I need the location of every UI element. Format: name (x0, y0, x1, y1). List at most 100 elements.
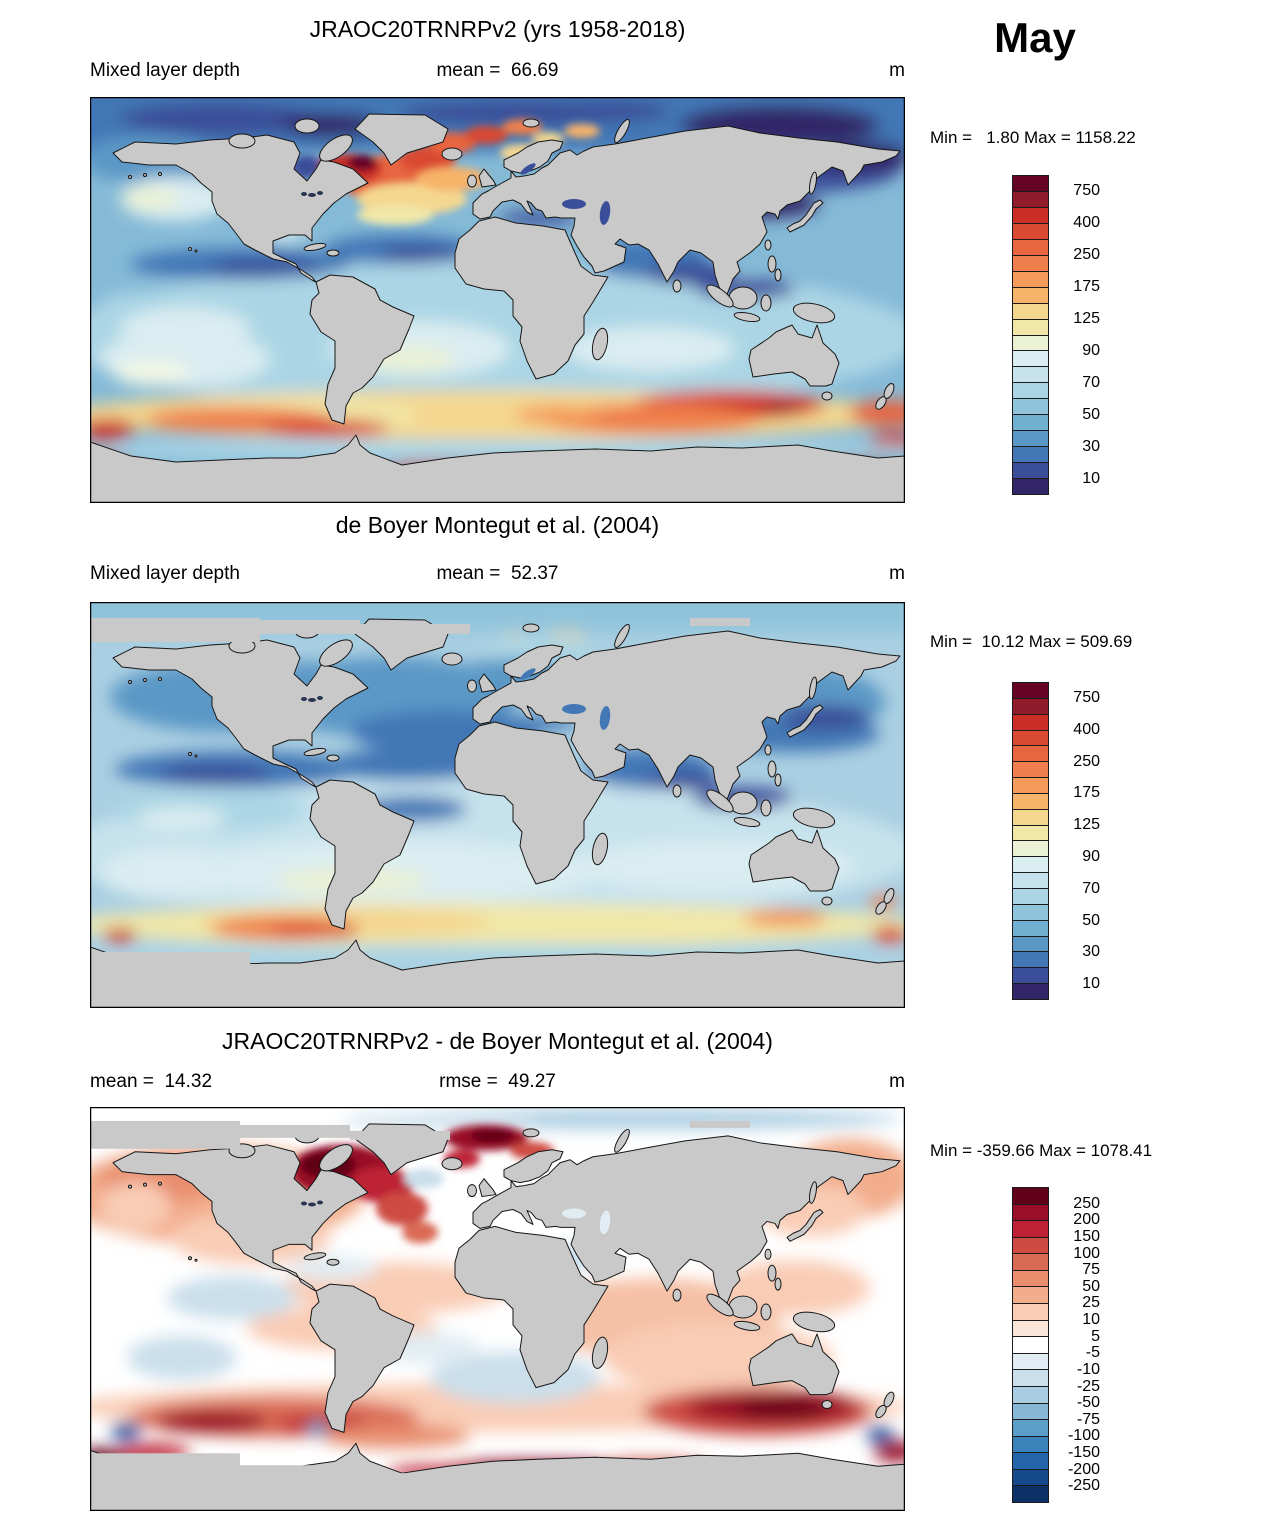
colorbar-tick: 70 (1082, 374, 1100, 391)
panel2-minmax: Min = 10.12 Max = 509.69 (930, 632, 1133, 651)
no-data-mask (90, 1120, 780, 1484)
colorbar-tick: 400 (1073, 720, 1100, 738)
colorbar-cell (1012, 270, 1049, 288)
colorbar-cell (1012, 777, 1049, 794)
colorbar-tick: 5 (1091, 1327, 1100, 1345)
colorbar-cell (1012, 414, 1049, 432)
panel1-title: JRAOC20TRNRPv2 (yrs 1958-2018) (309, 16, 686, 42)
colorbar-cell (1012, 350, 1049, 368)
colorbar-tick: 750 (1073, 688, 1100, 706)
panel1-map (89, 96, 906, 508)
colorbar-tick: 200 (1073, 1211, 1100, 1229)
colorbar-tick: 10 (1082, 470, 1100, 487)
colorbar-tick: -75 (1076, 1410, 1100, 1428)
colorbar-tick: 125 (1073, 310, 1100, 327)
colorbar-tick: 750 (1073, 182, 1100, 199)
colorbar-cell (1012, 682, 1049, 699)
colorbar-cell (1012, 1236, 1049, 1255)
colorbar-cell (1012, 1468, 1049, 1487)
colorbar-cell (1012, 302, 1049, 320)
colorbar-cell (1012, 840, 1049, 858)
colorbar-tick: -25 (1076, 1377, 1100, 1395)
colorbar-cell (1012, 1336, 1049, 1354)
colorbar-cell (1012, 398, 1049, 416)
colorbar-cell (1012, 1319, 1049, 1338)
colorbar-cell (1012, 175, 1049, 192)
colorbar-cells (1012, 682, 1049, 1000)
colorbar-tick: 70 (1082, 879, 1100, 897)
colorbar-tick: 30 (1082, 438, 1100, 455)
colorbar-cell (1012, 1187, 1049, 1205)
colorbar-tick: -5 (1085, 1344, 1100, 1362)
colorbar-tick: 100 (1073, 1244, 1100, 1262)
panel3-mean-label: mean = 14.32 (90, 1071, 213, 1092)
colorbar-cell (1012, 761, 1049, 779)
colorbar-cell (1012, 1485, 1049, 1503)
colorbar-cell (1012, 1419, 1049, 1437)
colorbar-cell (1012, 967, 1049, 985)
panel1-unit-label: m (889, 60, 905, 81)
colorbar-tick: 125 (1073, 816, 1100, 834)
colorbar-cell (1012, 446, 1049, 464)
panel3-title: JRAOC20TRNRPv2 - de Boyer Montegut et al… (222, 1028, 773, 1054)
colorbar-cell (1012, 1203, 1049, 1222)
month-label: May (994, 14, 1076, 61)
colorbar-cell (1012, 1385, 1049, 1404)
colorbar-tick: 175 (1073, 784, 1100, 802)
colorbar-tick: 50 (1082, 911, 1100, 929)
colorbar-tick: 50 (1082, 1277, 1100, 1295)
colorbar-cell (1012, 808, 1049, 826)
colorbar-difference: 250 200 150 100 75 50 25 10 5 -5 -10 -25 -50 -75 -100-… (1012, 1187, 1100, 1503)
colorbar-tick: 400 (1073, 214, 1100, 231)
colorbar-cell (1012, 254, 1049, 272)
colorbar-cell (1012, 856, 1049, 874)
colorbar-tick: -150 (1067, 1444, 1100, 1462)
colorbar-tick: 90 (1082, 342, 1100, 359)
panel2-map (89, 601, 906, 1013)
inland-seas (301, 1200, 611, 1235)
colorbar-cell (1012, 1253, 1049, 1271)
panel3-map (89, 1106, 906, 1516)
colorbar-cell (1012, 1352, 1049, 1371)
colorbar-tick: 75 (1082, 1261, 1100, 1279)
colorbar-tick: 50 (1082, 406, 1100, 423)
colorbar-tick: -10 (1076, 1360, 1100, 1378)
world-map-model (89, 96, 906, 504)
colorbar-tick: 90 (1082, 847, 1100, 865)
panel2-unit-label: m (889, 563, 905, 584)
colorbar-cell (1012, 887, 1049, 905)
panel3-unit-label: m (889, 1071, 905, 1092)
colorbar-tick: 10 (1082, 1311, 1100, 1329)
colorbar-cell (1012, 430, 1049, 448)
panel1-mean-label: mean = 66.69 (436, 60, 559, 81)
colorbar-cell (1012, 1435, 1049, 1454)
colorbar-cell (1012, 334, 1049, 352)
colorbar-mld-model: 750 400 250 175 125 90 70 50 30 10 (1012, 175, 1100, 496)
colorbar-mld-obs: 750 400 250 175 125 90 70 50 30 10 (1012, 682, 1100, 1000)
colorbar-cell (1012, 872, 1049, 889)
colorbar-cell (1012, 478, 1049, 496)
colorbar-tick: 175 (1073, 278, 1100, 295)
colorbar-cell (1012, 697, 1049, 715)
colorbar-cell (1012, 983, 1049, 1000)
colorbar-cell (1012, 919, 1049, 937)
colorbar-tick: -50 (1076, 1394, 1100, 1412)
colorbar-cell (1012, 1286, 1049, 1305)
panel1-minmax: Min = 1.80 Max = 1158.22 (930, 128, 1136, 147)
colorbar-cell (1012, 1269, 1049, 1288)
colorbar-tick: -250 (1067, 1477, 1100, 1495)
panel2-mean-label: mean = 52.37 (436, 563, 559, 584)
colorbar-cell (1012, 903, 1049, 921)
colorbar-cell (1012, 382, 1049, 400)
colorbar-cell (1012, 951, 1049, 969)
colorbar-cell (1012, 713, 1049, 731)
colorbar-cell (1012, 462, 1049, 480)
colorbar-cell (1012, 1452, 1049, 1470)
colorbar-cell (1012, 318, 1049, 336)
colorbar-cell (1012, 729, 1049, 747)
colorbar-tick: 150 (1073, 1227, 1100, 1245)
inland-seas (301, 668, 611, 730)
colorbar-cell (1012, 286, 1049, 304)
panel1-variable-label: Mixed layer depth (90, 60, 240, 81)
colorbar-cell (1012, 935, 1049, 953)
